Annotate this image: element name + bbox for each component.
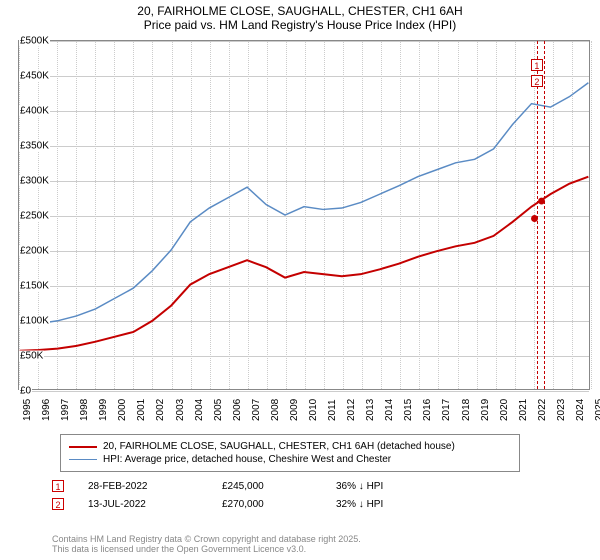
legend-box: 20, FAIRHOLME CLOSE, SAUGHALL, CHESTER, … <box>60 434 520 472</box>
y-tick-label: £300K <box>19 176 50 187</box>
chart-plot-area: £0£50K£100K£150K£200K£250K£300K£350K£400… <box>18 40 590 390</box>
legend-item-property: 20, FAIRHOLME CLOSE, SAUGHALL, CHESTER, … <box>69 441 511 452</box>
legend-label-hpi: HPI: Average price, detached house, Ches… <box>103 454 391 465</box>
y-tick-label: £350K <box>19 141 50 152</box>
footer-line-2: This data is licensed under the Open Gov… <box>52 544 361 554</box>
legend-label-property: 20, FAIRHOLME CLOSE, SAUGHALL, CHESTER, … <box>103 441 455 452</box>
y-tick-label: £200K <box>19 246 50 257</box>
transaction-date: 13-JUL-2022 <box>88 499 198 510</box>
y-tick-label: £450K <box>19 71 50 82</box>
legend-swatch-property <box>69 446 97 448</box>
legend-swatch-hpi <box>69 459 97 460</box>
transaction-badge: 2 <box>52 498 64 510</box>
transaction-row: 1 28-FEB-2022 £245,000 36% ↓ HPI <box>52 480 426 492</box>
transaction-price: £245,000 <box>222 481 312 492</box>
y-tick-label: £100K <box>19 316 50 327</box>
title-line-2: Price paid vs. HM Land Registry's House … <box>0 18 600 32</box>
footer-line-1: Contains HM Land Registry data © Crown c… <box>52 534 361 544</box>
transactions-block: 1 28-FEB-2022 £245,000 36% ↓ HPI 2 13-JUL-202… <box>52 480 426 516</box>
marker-box-2: 2 <box>531 75 543 87</box>
y-tick-label: £150K <box>19 281 50 292</box>
footer-attribution: Contains HM Land Registry data © Crown c… <box>52 534 361 554</box>
title-block: 20, FAIRHOLME CLOSE, SAUGHALL, CHESTER, … <box>0 0 600 32</box>
chart-series-svg <box>19 41 589 389</box>
transaction-delta: 32% ↓ HPI <box>336 499 426 510</box>
transaction-row: 2 13-JUL-2022 £270,000 32% ↓ HPI <box>52 498 426 510</box>
y-tick-label: £250K <box>19 211 50 222</box>
y-tick-label: £0 <box>19 386 32 397</box>
title-line-1: 20, FAIRHOLME CLOSE, SAUGHALL, CHESTER, … <box>0 4 600 18</box>
series-hpi <box>20 83 589 325</box>
transaction-date: 28-FEB-2022 <box>88 481 198 492</box>
y-tick-label: £500K <box>19 36 50 47</box>
transaction-price: £270,000 <box>222 499 312 510</box>
marker-box-1: 1 <box>531 59 543 71</box>
chart-container: 20, FAIRHOLME CLOSE, SAUGHALL, CHESTER, … <box>0 0 600 560</box>
transaction-delta: 36% ↓ HPI <box>336 481 426 492</box>
y-tick-label: £50K <box>19 351 44 362</box>
legend-item-hpi: HPI: Average price, detached house, Ches… <box>69 454 511 465</box>
y-tick-label: £400K <box>19 106 50 117</box>
series-property <box>20 177 589 351</box>
transaction-badge: 1 <box>52 480 64 492</box>
